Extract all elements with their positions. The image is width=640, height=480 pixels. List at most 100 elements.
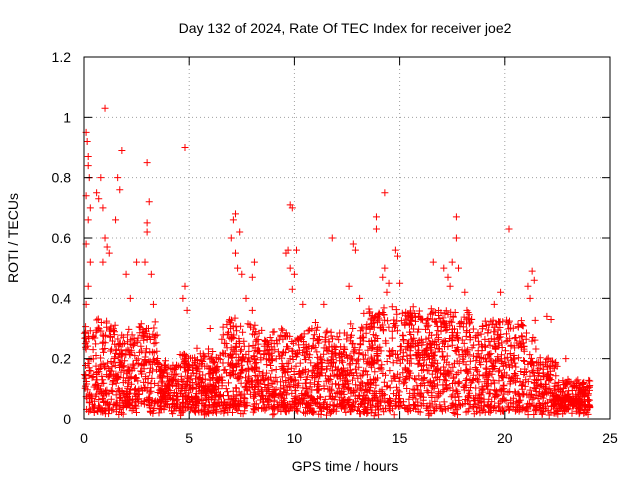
data-point (391, 246, 399, 254)
y-tick-label: 0.2 (52, 351, 72, 367)
y-tick-label: 0 (63, 411, 71, 427)
grid (84, 57, 610, 419)
data-point (229, 216, 237, 224)
axes (83, 56, 611, 420)
data-point (543, 312, 551, 320)
x-tick-label: 10 (287, 430, 303, 446)
data-point (372, 225, 380, 233)
data-point (147, 270, 155, 278)
data-point (356, 294, 364, 302)
data-point (286, 264, 294, 272)
y-tick-label: 1 (63, 109, 71, 125)
data-point (311, 318, 319, 326)
y-tick-label: 0.8 (52, 170, 72, 186)
y-tick-label: 1.2 (52, 49, 72, 65)
data-point (293, 246, 301, 254)
data-point (282, 249, 290, 257)
data-point (114, 174, 122, 182)
data-point (93, 189, 101, 197)
data-point (143, 219, 151, 227)
data-point (122, 270, 130, 278)
data-point (452, 213, 460, 221)
y-tick-label: 0.4 (52, 290, 72, 306)
data-point (381, 264, 389, 272)
y-tick-labels: 0 0.2 0.4 0.6 0.8 1 1.2 (52, 49, 72, 427)
data-point (95, 195, 103, 203)
data-point (328, 234, 336, 242)
data-point (84, 216, 92, 224)
data-point (112, 216, 120, 224)
data-point (351, 246, 359, 254)
data-point (547, 315, 555, 323)
data-point (505, 225, 513, 233)
data-point (101, 234, 109, 242)
data-point (231, 210, 239, 218)
y-axis-title: ROTI / TECUs (5, 193, 21, 283)
data-point (248, 306, 256, 314)
data-point (288, 204, 296, 212)
data-point (320, 300, 328, 308)
data-point (143, 159, 151, 167)
data-point (99, 204, 107, 212)
data-point (84, 153, 92, 161)
data-point (372, 213, 380, 221)
data-point (234, 264, 242, 272)
data-point (444, 273, 452, 281)
data-point (452, 234, 460, 242)
data-point (379, 273, 387, 281)
data-point (143, 228, 151, 236)
data-point (86, 204, 94, 212)
data-points (80, 104, 594, 420)
data-point (231, 249, 239, 257)
data-point (345, 282, 353, 290)
data-point (299, 300, 307, 308)
data-point (385, 279, 393, 287)
x-axis-title: GPS time / hours (292, 458, 399, 474)
data-point (349, 240, 357, 248)
data-point (118, 147, 126, 155)
data-point (99, 258, 107, 266)
data-point (86, 258, 94, 266)
x-tick-label: 20 (497, 430, 513, 446)
data-point (83, 137, 91, 145)
data-point (179, 294, 187, 302)
data-point (149, 300, 157, 308)
data-point (227, 234, 235, 242)
data-point (248, 273, 256, 281)
data-point (490, 300, 498, 308)
data-point (461, 288, 469, 296)
data-point (141, 258, 149, 266)
chart-title: Day 132 of 2024, Rate Of TEC Index for r… (179, 20, 512, 36)
x-tick-label: 25 (602, 430, 618, 446)
data-point (116, 186, 124, 194)
data-point (84, 162, 92, 170)
data-point (446, 282, 454, 290)
data-point (238, 270, 246, 278)
data-point (448, 258, 456, 266)
data-point (429, 258, 437, 266)
data-point (183, 306, 191, 314)
x-tick-label: 5 (185, 430, 193, 446)
data-point (396, 279, 404, 287)
data-point (393, 252, 401, 260)
data-point (145, 198, 153, 206)
data-point (126, 294, 134, 302)
data-point (103, 243, 111, 251)
data-point (381, 189, 389, 197)
x-tick-labels: 0 5 10 15 20 25 (80, 430, 618, 446)
data-point (242, 294, 250, 302)
data-point (133, 258, 141, 266)
data-point (97, 174, 105, 182)
data-point (455, 264, 463, 272)
data-point (181, 282, 189, 290)
data-point (562, 355, 570, 363)
data-point (383, 288, 391, 296)
data-point (497, 288, 505, 296)
data-point-cloud (80, 303, 594, 420)
data-point (236, 228, 244, 236)
data-point (206, 325, 214, 332)
data-point (528, 267, 536, 275)
data-point (181, 144, 189, 151)
data-point (288, 285, 296, 293)
